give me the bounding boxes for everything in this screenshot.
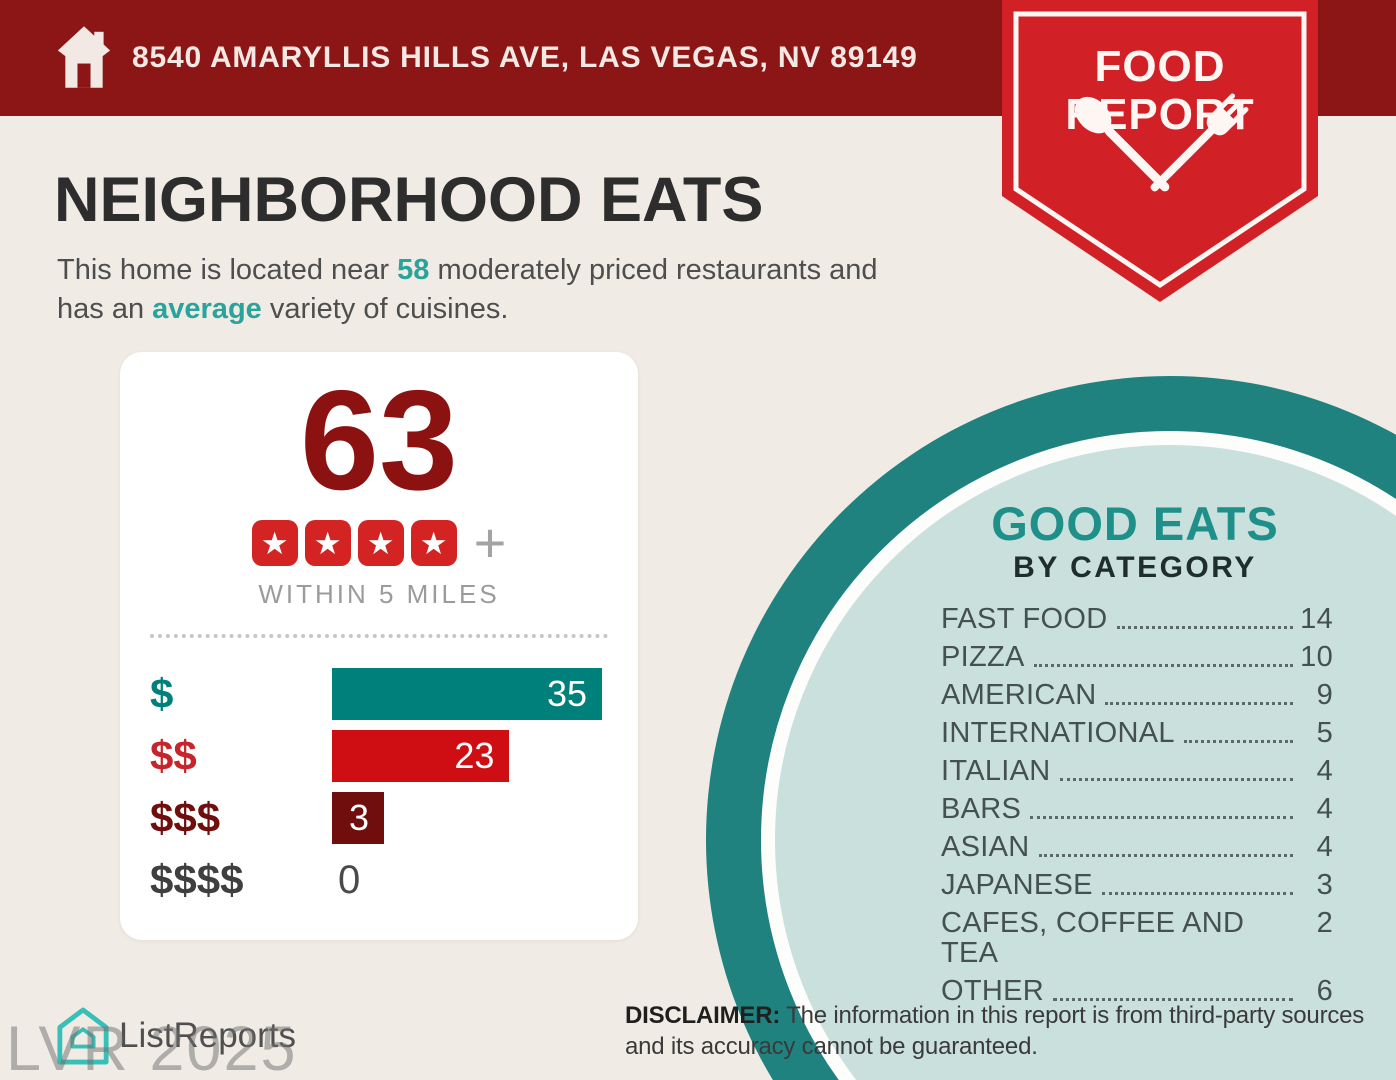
intro-line1-post: moderately priced restaurants and [429,254,878,286]
dot-leader [1105,702,1293,705]
bar-row-price-3: $$$ 3 [120,792,638,844]
bar-row-price-1: $ 35 [120,668,638,720]
property-address: 8540 AMARYLLIS HILLS AVE, LAS VEGAS, NV … [132,41,918,74]
watermark: LVR 2025 [6,1014,298,1080]
category-label: ITALIAN [941,755,1051,787]
score-card: 63 ★ ★ ★ ★ + WITHIN 5 MILES $ 35 $$ 23 [120,352,638,940]
category-row: ASIAN 4 [941,832,1333,862]
good-eats-subtitle: BY CATEGORY [1013,551,1257,584]
restaurant-score: 63 [300,361,458,520]
category-value: 10 [1300,641,1333,673]
category-row: JAPANESE 3 [941,870,1333,900]
intro-line1-pre: This home is located near [57,254,398,286]
bar: 35 [332,668,602,720]
category-label: BARS [941,793,1022,825]
bar-value: 35 [546,673,587,714]
bar: 3 [332,792,384,844]
bar-row-price-4: $$$$ 0 [120,854,638,906]
dot-leader [1059,778,1293,781]
bar-value: 3 [348,797,369,838]
price-tier-bar-chart: $ 35 $$ 23 $$$ 3 $$$$ 0 [120,668,638,916]
disclaimer-text: The information in this report is from t… [625,1002,1365,1060]
category-row: AMERICAN 9 [941,680,1333,710]
page-title: NEIGHBORHOOD EATS [54,165,764,235]
category-label: OTHER [941,975,1044,1007]
dot-leader [1030,816,1293,819]
category-label: ASIAN [941,831,1030,863]
category-value: 4 [1316,755,1333,787]
dot-leader [1033,664,1293,667]
star-icon: ★ [251,520,298,566]
intro-line2-pre: has an [57,293,153,325]
bar: 23 [332,730,510,782]
bar-value: 23 [454,735,495,776]
ribbon-title-line2: REPORT [1065,90,1255,139]
category-value: 5 [1316,717,1333,749]
category-row: CAFES, COFFEE AND TEA 2 [941,908,1333,968]
brand-name: ListReports [119,1016,297,1055]
category-label: FAST FOOD [941,603,1108,635]
star-rating: ★ ★ ★ ★ + [120,511,638,574]
category-value: 14 [1300,603,1333,635]
intro-line2-post: variety of cuisines. [261,293,509,325]
dot-leader [1038,854,1293,857]
food-report-ribbon: FOOD REPORT [1002,0,1318,304]
plus-icon: + [473,511,507,574]
category-label: JAPANESE [941,869,1093,901]
home-icon [57,26,111,88]
dot-leader [1053,998,1293,1001]
category-label: AMERICAN [941,679,1097,711]
category-value: 3 [1316,869,1333,901]
bar-label: $$$$ [150,856,244,903]
dot-leader [1101,892,1293,895]
dot-leader [1116,626,1293,629]
category-label: CAFES, COFFEE AND TEA [941,907,1245,969]
restaurant-count: 58 [397,254,430,286]
category-label: INTERNATIONAL [941,717,1175,749]
category-value: 6 [1316,975,1333,1007]
variety-word: average [152,293,262,325]
category-list: FAST FOOD 14 PIZZA 10 AMERICAN 9 INTERNA… [941,604,1333,1014]
category-label: PIZZA [941,641,1025,673]
star-icon: ★ [304,520,351,566]
listreports-logo-icon [57,1007,109,1065]
ribbon-title-line1: FOOD [1094,42,1226,91]
bar-label: $$$ [150,794,221,841]
star-icon: ★ [357,520,404,566]
category-row: PIZZA 10 [941,642,1333,672]
category-value: 9 [1316,679,1333,711]
dot-leader [1183,740,1293,743]
dotted-divider [150,634,608,638]
category-row: OTHER 6 [941,976,1333,1006]
category-value: 4 [1316,793,1333,825]
spoon-fork-icon [1074,93,1249,192]
bar-value: 0 [338,858,361,902]
category-row: ITALIAN 4 [941,756,1333,786]
bar-row-price-2: $$ 23 [120,730,638,782]
disclaimer-label: DISCLAIMER: [625,1002,781,1029]
category-row: FAST FOOD 14 [941,604,1333,634]
category-row: BARS 4 [941,794,1333,824]
bar-label: $$ [150,732,197,779]
category-value: 4 [1316,831,1333,863]
score-caption: WITHIN 5 MILES [258,579,500,609]
disclaimer: DISCLAIMER: The information in this repo… [625,1000,1367,1062]
category-row: INTERNATIONAL 5 [941,718,1333,748]
good-eats-title: GOOD EATS [991,497,1279,550]
star-icon: ★ [410,520,457,566]
intro-text: This home is located near 58 moderately … [57,251,987,329]
category-value: 2 [1316,907,1333,939]
bar-label: $ [150,670,174,717]
listreports-logo: ListReports [56,1006,296,1066]
